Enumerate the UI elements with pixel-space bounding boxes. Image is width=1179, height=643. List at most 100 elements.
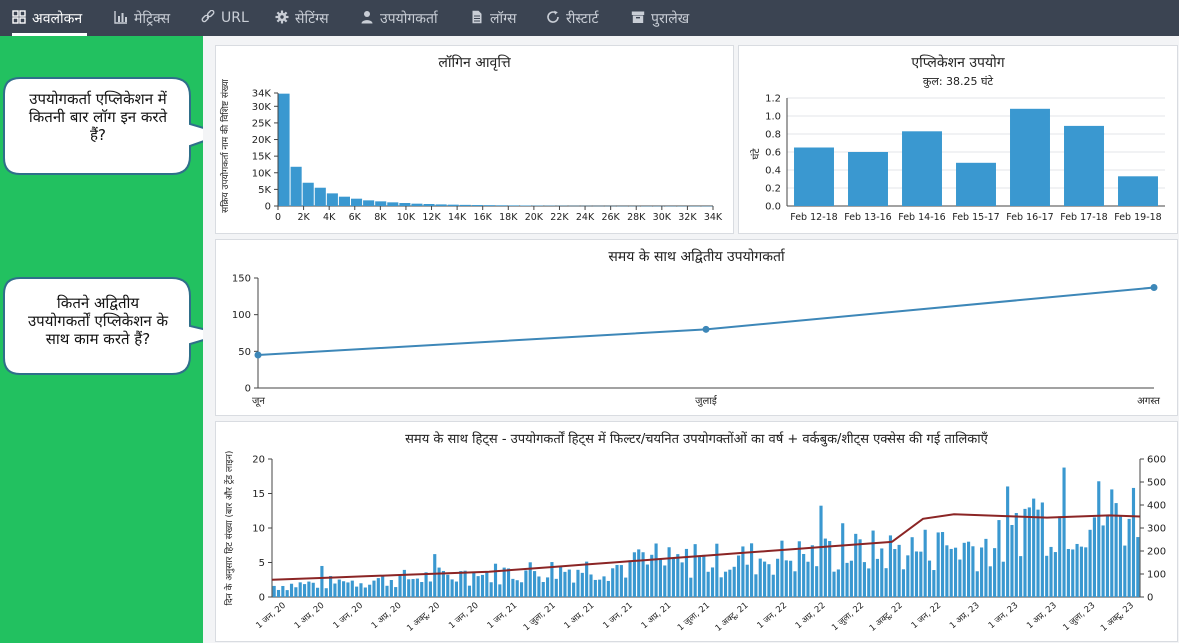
hits-bar xyxy=(663,565,667,597)
x-tick-label: 2K xyxy=(297,212,310,223)
y-tick-label: 30K xyxy=(252,102,272,113)
hits-bar xyxy=(919,551,923,597)
x-tick-label: 1 अक्टू, 21 xyxy=(714,601,751,634)
nav-tab-label: मेट्रिक्स xyxy=(134,10,171,27)
nav-tab-settings[interactable]: सेटिंग्स xyxy=(275,0,329,36)
user-icon xyxy=(360,10,374,27)
hits-bar xyxy=(836,569,840,597)
nav-tab-label: URL xyxy=(221,10,249,26)
chart-title: समय के साथ अद्वितीय उपयोगकर्ता xyxy=(608,249,785,265)
hits-bar xyxy=(368,584,372,597)
hits-bar xyxy=(459,571,463,597)
hits-bar xyxy=(537,576,541,597)
hits-bar xyxy=(389,580,393,597)
nav-tab-label: सेटिंग्स xyxy=(295,10,329,27)
y-tick-label: 0.2 xyxy=(765,184,781,195)
hits-over-time-panel: समय के साथ हिट्स - उपयोगकर्तों हिट्स में… xyxy=(215,421,1178,642)
hits-bar xyxy=(333,583,337,597)
hits-bar xyxy=(953,547,958,597)
hits-bar xyxy=(784,560,788,597)
hits-bar xyxy=(619,565,623,597)
hits-bar xyxy=(967,541,971,597)
histogram-bar xyxy=(483,205,495,206)
hits-bar xyxy=(962,542,966,597)
x-tick-label: 1 जुला, 21 xyxy=(676,601,712,633)
y-tick-label: 25K xyxy=(252,118,272,129)
histogram-bar xyxy=(326,193,338,206)
hits-bar xyxy=(311,582,315,597)
hits-bar xyxy=(871,530,875,597)
chart-title: लॉगिन आवृत्ति xyxy=(438,55,511,71)
x-tick-label: 1 अक्टू, 23 xyxy=(1099,601,1136,634)
callout-line: कितनी बार लॉग इन करते xyxy=(28,108,168,126)
x-tick-label: 14K xyxy=(448,212,467,223)
hits-bar xyxy=(411,579,415,597)
gear-icon xyxy=(275,10,289,27)
hits-bar xyxy=(450,579,454,597)
hits-bar xyxy=(302,584,307,597)
hits-bar xyxy=(329,576,333,597)
hits-bar xyxy=(598,579,602,597)
x-tick-label: 10K xyxy=(397,212,416,223)
hits-bar xyxy=(402,569,406,597)
x-tick-label: 1 जन, 23 xyxy=(987,601,1021,631)
hits-bar xyxy=(1092,517,1096,597)
hits-bar xyxy=(780,540,784,597)
hits-bar xyxy=(710,567,715,597)
hits-bar xyxy=(1014,513,1018,597)
x-tick-label: 6K xyxy=(349,212,362,223)
y-tick-label: 10 xyxy=(252,524,265,535)
hits-bar xyxy=(828,541,832,597)
top-nav-bar: अवलोकन मेट्रिक्स URL सेटिंग्स उपयोगकर्ता… xyxy=(0,0,1179,36)
nav-tab-label: उपयोगकर्ता xyxy=(380,10,438,27)
nav-tab-overview[interactable]: अवलोकन xyxy=(12,0,82,36)
nav-tab-users[interactable]: उपयोगकर्ता xyxy=(360,0,438,36)
y-tick-label: 15 xyxy=(252,489,265,500)
x-tick-label: 1 जन, 20 xyxy=(447,601,481,631)
hits-bar xyxy=(719,577,723,597)
callout-line: उपयोगकर्ता एप्लिकेशन में xyxy=(29,90,167,108)
hits-bar xyxy=(776,558,780,597)
x-tick-label: 1 जुला, 21 xyxy=(522,601,558,633)
hits-bar xyxy=(1032,498,1036,597)
x-tick-label: 1 जन, 21 xyxy=(601,601,635,631)
histogram-bar xyxy=(411,203,423,206)
nav-tab-url[interactable]: URL xyxy=(201,0,249,36)
data-point xyxy=(702,325,710,333)
hits-bar xyxy=(676,554,680,597)
x-tick-label: 1 अप्र, 20 xyxy=(370,601,404,632)
x-tick-label: 1 जन, 22 xyxy=(910,601,944,631)
callout-login-question: उपयोगकर्ता एप्लिकेशन में कितनी बार लॉग इ… xyxy=(2,76,227,176)
hits-bar xyxy=(1010,524,1014,597)
hits-bar xyxy=(381,575,385,597)
y-tick-label: 15K xyxy=(252,152,272,163)
y-tick-label: 0.4 xyxy=(765,166,781,177)
hits-bar xyxy=(767,564,771,597)
trend-line xyxy=(271,513,1141,581)
x-tick-label: 1 जन, 20 xyxy=(332,601,366,631)
nav-tab-metrics[interactable]: मेट्रिक्स xyxy=(114,0,170,36)
hits-bar xyxy=(559,566,563,597)
hits-bar xyxy=(984,538,988,597)
hits-bar xyxy=(637,549,641,597)
nav-tab-archive[interactable]: पुरालेख xyxy=(631,0,689,36)
x-tick-label: 1 अप्र, 22 xyxy=(794,601,828,632)
hits-bar xyxy=(1105,516,1110,597)
hits-bar xyxy=(324,588,328,597)
hits-bar xyxy=(602,576,606,597)
y-tick-label: 34K xyxy=(252,89,272,100)
hits-bar xyxy=(745,564,749,597)
y-tick-label: 0.0 xyxy=(765,202,781,213)
hits-bar xyxy=(376,578,380,597)
histogram-bar xyxy=(375,201,387,206)
hits-bar xyxy=(515,580,519,597)
hits-bar xyxy=(841,523,845,597)
hits-bar xyxy=(585,561,589,597)
hits-bar xyxy=(307,581,311,597)
hits-bar xyxy=(550,562,554,597)
hits-bar xyxy=(806,561,810,597)
hits-bar xyxy=(489,582,493,597)
hits-bar xyxy=(1027,507,1031,597)
nav-tab-restart[interactable]: रीस्टार्ट xyxy=(546,0,599,36)
nav-tab-logs[interactable]: लॉग्स xyxy=(470,0,517,36)
